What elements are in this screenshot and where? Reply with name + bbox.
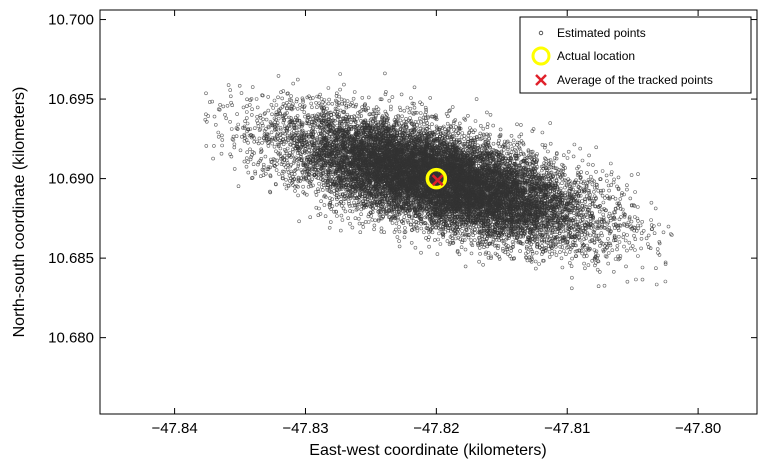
estimated-point (372, 108, 377, 113)
estimated-point (327, 97, 331, 102)
estimated-point (255, 115, 259, 119)
estimated-point (666, 224, 671, 229)
estimated-point (589, 174, 593, 179)
estimated-point (397, 239, 401, 243)
estimated-point (334, 195, 339, 200)
estimated-point (294, 99, 299, 104)
estimated-point (596, 233, 601, 238)
estimated-point (352, 90, 357, 94)
estimated-point (377, 213, 382, 217)
estimated-point (477, 259, 481, 264)
estimated-point (528, 245, 533, 250)
estimated-point (361, 225, 366, 229)
estimated-point (601, 200, 606, 205)
estimated-point (238, 148, 243, 153)
estimated-point (417, 116, 422, 121)
estimated-point (463, 247, 468, 252)
estimated-point (592, 190, 596, 194)
estimated-point (578, 194, 583, 198)
estimated-point (326, 101, 331, 106)
estimated-point (639, 246, 643, 251)
estimated-point (282, 169, 286, 174)
estimated-point (278, 146, 283, 151)
estimated-point (634, 229, 639, 233)
estimated-point (266, 95, 271, 99)
estimated-point (655, 247, 660, 251)
estimated-point (649, 223, 654, 227)
estimated-point (627, 216, 632, 221)
estimated-point (297, 128, 302, 132)
estimated-point (287, 102, 291, 107)
estimated-point (425, 121, 430, 125)
estimated-point (524, 245, 529, 249)
estimated-points-cloud (203, 71, 674, 291)
estimated-point (214, 123, 218, 127)
estimated-point (497, 254, 501, 259)
estimated-point (585, 171, 589, 175)
estimated-point (239, 91, 244, 95)
estimated-point (491, 141, 496, 146)
estimated-point (485, 110, 489, 115)
estimated-point (511, 138, 516, 143)
estimated-point (356, 202, 361, 207)
estimated-point (346, 216, 351, 220)
estimated-point (322, 203, 327, 207)
estimated-point (315, 136, 319, 140)
estimated-point (288, 153, 292, 158)
estimated-point (511, 256, 516, 261)
estimated-point (325, 106, 329, 111)
estimated-point (250, 85, 255, 89)
estimated-point (423, 112, 427, 117)
estimated-point (285, 135, 290, 140)
estimated-point (295, 97, 299, 101)
estimated-point (434, 115, 439, 120)
estimated-point (434, 124, 439, 129)
estimated-point (292, 169, 297, 173)
estimated-point (560, 245, 565, 249)
estimated-point (645, 242, 650, 246)
estimated-point (554, 253, 559, 257)
estimated-point (653, 206, 658, 211)
estimated-point (569, 264, 574, 269)
estimated-point (272, 144, 277, 149)
estimated-point (419, 250, 423, 255)
estimated-point (621, 232, 626, 236)
estimated-point (250, 113, 254, 117)
estimated-point (584, 204, 589, 209)
estimated-point (498, 127, 503, 132)
estimated-point (278, 126, 283, 130)
estimated-point (270, 141, 275, 146)
estimated-point (383, 92, 388, 97)
estimated-point (418, 111, 423, 115)
estimated-point (582, 204, 587, 209)
estimated-point (524, 156, 529, 161)
estimated-point (610, 248, 615, 252)
estimated-point (353, 216, 358, 220)
estimated-point (235, 112, 239, 116)
estimated-point (269, 130, 274, 135)
estimated-point (478, 252, 482, 256)
estimated-point (220, 133, 224, 138)
estimated-point (246, 170, 251, 175)
estimated-point (409, 96, 413, 100)
estimated-point (471, 139, 475, 143)
